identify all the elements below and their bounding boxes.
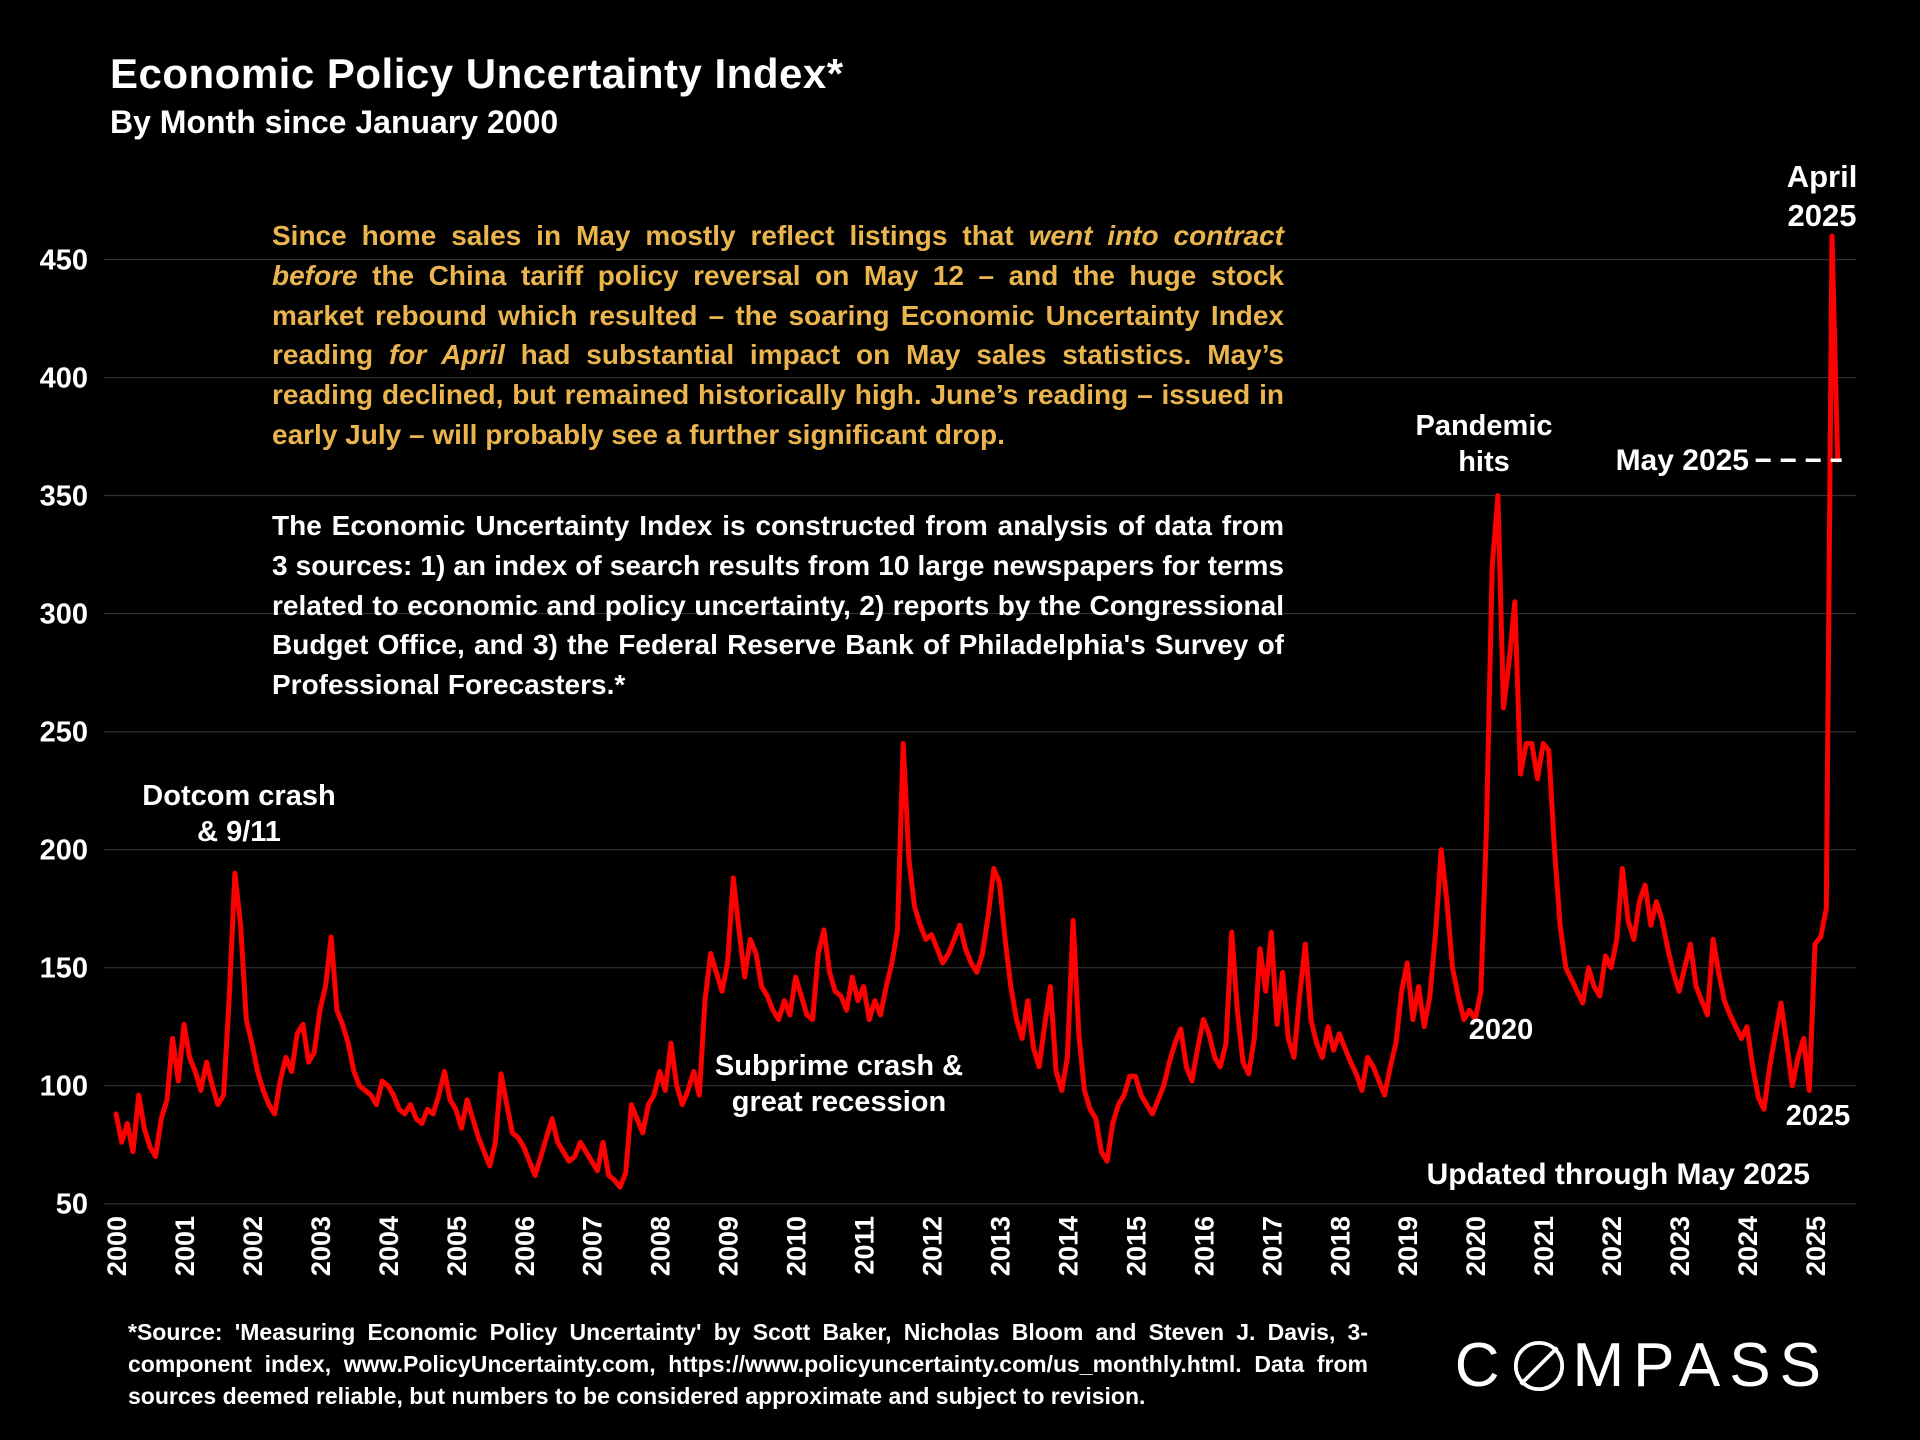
page-title: Economic Policy Uncertainty Index* <box>110 50 844 97</box>
annotation-may-2025: May 2025 <box>1615 444 1749 477</box>
x-tick-label: 2009 <box>714 1216 744 1276</box>
methodology-paragraph: The Economic Uncertainty Index is constr… <box>272 510 1284 700</box>
y-tick-label: 50 <box>56 1189 88 1221</box>
x-tick-label: 2023 <box>1665 1216 1695 1276</box>
x-tick-label: 2008 <box>646 1216 676 1276</box>
x-tick-label: 2013 <box>986 1216 1016 1276</box>
annotation-subprime-crash: Subprime crash & great recession <box>714 1050 964 1119</box>
x-tick-label: 2024 <box>1733 1216 1763 1276</box>
x-tick-label: 2001 <box>170 1216 200 1276</box>
x-tick-label: 2000 <box>102 1216 132 1276</box>
header: Economic Policy Uncertainty Index* By Mo… <box>110 50 844 141</box>
annotation-april-2025: April 2025 <box>1786 159 1858 233</box>
annotation-2025: 2025 <box>1785 1100 1851 1132</box>
y-tick-label: 350 <box>40 481 88 513</box>
x-tick-label: 2003 <box>306 1216 336 1276</box>
page-subtitle: By Month since January 2000 <box>110 104 559 140</box>
epu-series-line <box>113 233 1841 1190</box>
x-tick-label: 2020 <box>1461 1216 1491 1276</box>
y-tick-label: 250 <box>40 717 88 749</box>
x-tick-label: 2016 <box>1189 1216 1219 1276</box>
x-tick-label: 2011 <box>850 1216 880 1275</box>
x-tick-label: 2006 <box>510 1216 540 1276</box>
x-tick-label: 2022 <box>1597 1216 1627 1276</box>
y-tick-label: 300 <box>40 599 88 631</box>
x-tick-label: 2018 <box>1325 1216 1355 1276</box>
source-note: *Source: 'Measuring Economic Policy Unce… <box>128 1319 1368 1410</box>
annotation-dotcom-crash: Dotcom crash & 9/11 <box>142 780 336 849</box>
y-tick-label: 200 <box>40 835 88 867</box>
y-tick-label: 150 <box>40 953 88 985</box>
annotation-updated-through: Updated through May 2025 <box>1426 1158 1810 1191</box>
y-tick-label: 100 <box>40 1071 88 1103</box>
x-tick-label: 2015 <box>1121 1216 1151 1276</box>
x-tick-label: 2010 <box>782 1216 812 1276</box>
x-tick-label: 2004 <box>374 1216 404 1276</box>
x-tick-label: 2005 <box>442 1216 472 1276</box>
compass-logo: C MPASS <box>1455 1330 1830 1401</box>
x-tick-label: 2019 <box>1393 1216 1423 1276</box>
y-tick-label: 400 <box>40 363 88 395</box>
x-tick-label: 2007 <box>578 1216 608 1276</box>
annotation-2020: 2020 <box>1468 1014 1534 1046</box>
y-tick-label: 450 <box>40 245 88 277</box>
x-tick-label: 2014 <box>1053 1216 1083 1276</box>
x-tick-label: 2002 <box>238 1216 268 1276</box>
x-tick-label: 2012 <box>918 1216 948 1276</box>
x-tick-label: 2025 <box>1801 1216 1831 1276</box>
commentary-paragraph: Since home sales in May mostly reflect l… <box>272 220 1284 450</box>
x-tick-label: 2017 <box>1257 1216 1287 1276</box>
compass-logo-c: C <box>1454 1331 1509 1400</box>
compass-o-icon <box>1511 1338 1567 1394</box>
compass-logo-mpass: MPASS <box>1572 1331 1830 1400</box>
x-tick-label: 2021 <box>1529 1216 1559 1276</box>
annotation-pandemic-hits: Pandemic hits <box>1415 410 1553 479</box>
